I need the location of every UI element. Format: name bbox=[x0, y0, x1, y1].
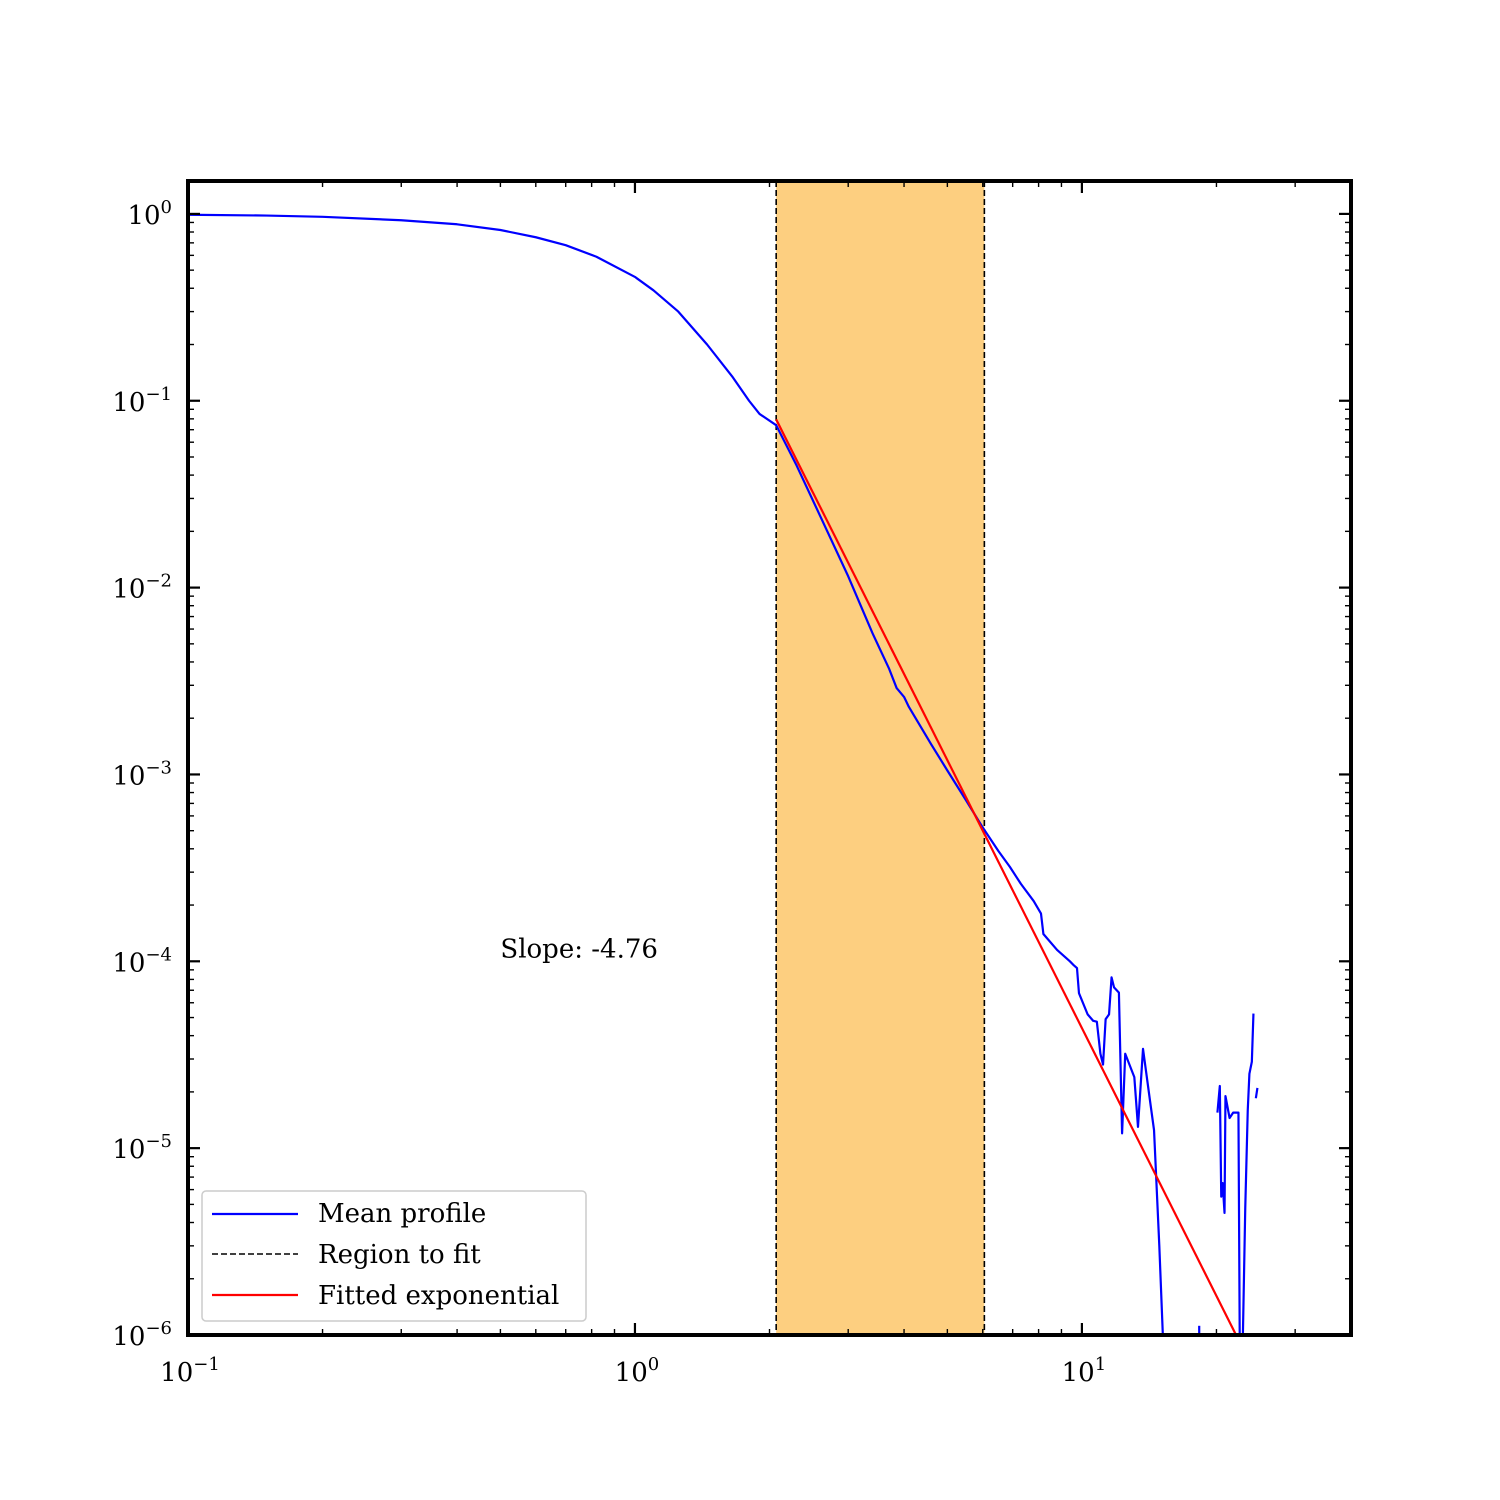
x-tick-label: 101 bbox=[1062, 1354, 1107, 1388]
y-tick-label: 10−2 bbox=[112, 571, 172, 605]
legend-label-fitted-exponential: Fitted exponential bbox=[318, 1281, 559, 1311]
series-mean-profile-segment-2 bbox=[1216, 1084, 1241, 1335]
series-mean-profile-segment-3 bbox=[1241, 1013, 1255, 1335]
tick-layer bbox=[186, 181, 1352, 1337]
series-mean-profile-segment-0 bbox=[188, 213, 1164, 1335]
fit-region-layer bbox=[775, 181, 986, 1335]
y-tick-label: 10−4 bbox=[112, 944, 172, 978]
legend-label-region-to-fit: Region to fit bbox=[318, 1240, 481, 1270]
series-mean-profile-segment-4 bbox=[1254, 1087, 1259, 1099]
series-fitted-exponential-segment-0 bbox=[775, 418, 1238, 1335]
x-tick-label: 10−1 bbox=[160, 1354, 220, 1388]
series-layer bbox=[188, 213, 1259, 1335]
slope-annotation: Slope: -4.76 bbox=[500, 934, 658, 964]
y-tick-label: 10−1 bbox=[112, 384, 172, 418]
y-tick-label: 10−6 bbox=[112, 1318, 172, 1352]
legend-box bbox=[201, 1190, 587, 1322]
y-tick-label: 100 bbox=[127, 197, 172, 231]
y-tick-label: 10−3 bbox=[112, 757, 172, 791]
y-tick-label: 10−5 bbox=[112, 1131, 172, 1165]
plot-frame bbox=[186, 179, 1353, 1337]
x-tick-label: 100 bbox=[615, 1354, 660, 1388]
tick-label-layer: 10−1 100 101 100 10−1 10−2 10−3 10−4 10−5 10−6 bbox=[112, 197, 1106, 1388]
legend: Mean profile Region to fit Fitted expone… bbox=[201, 1190, 587, 1322]
fit-region-fill bbox=[776, 181, 985, 1335]
legend-label-mean-profile: Mean profile bbox=[318, 1199, 486, 1229]
